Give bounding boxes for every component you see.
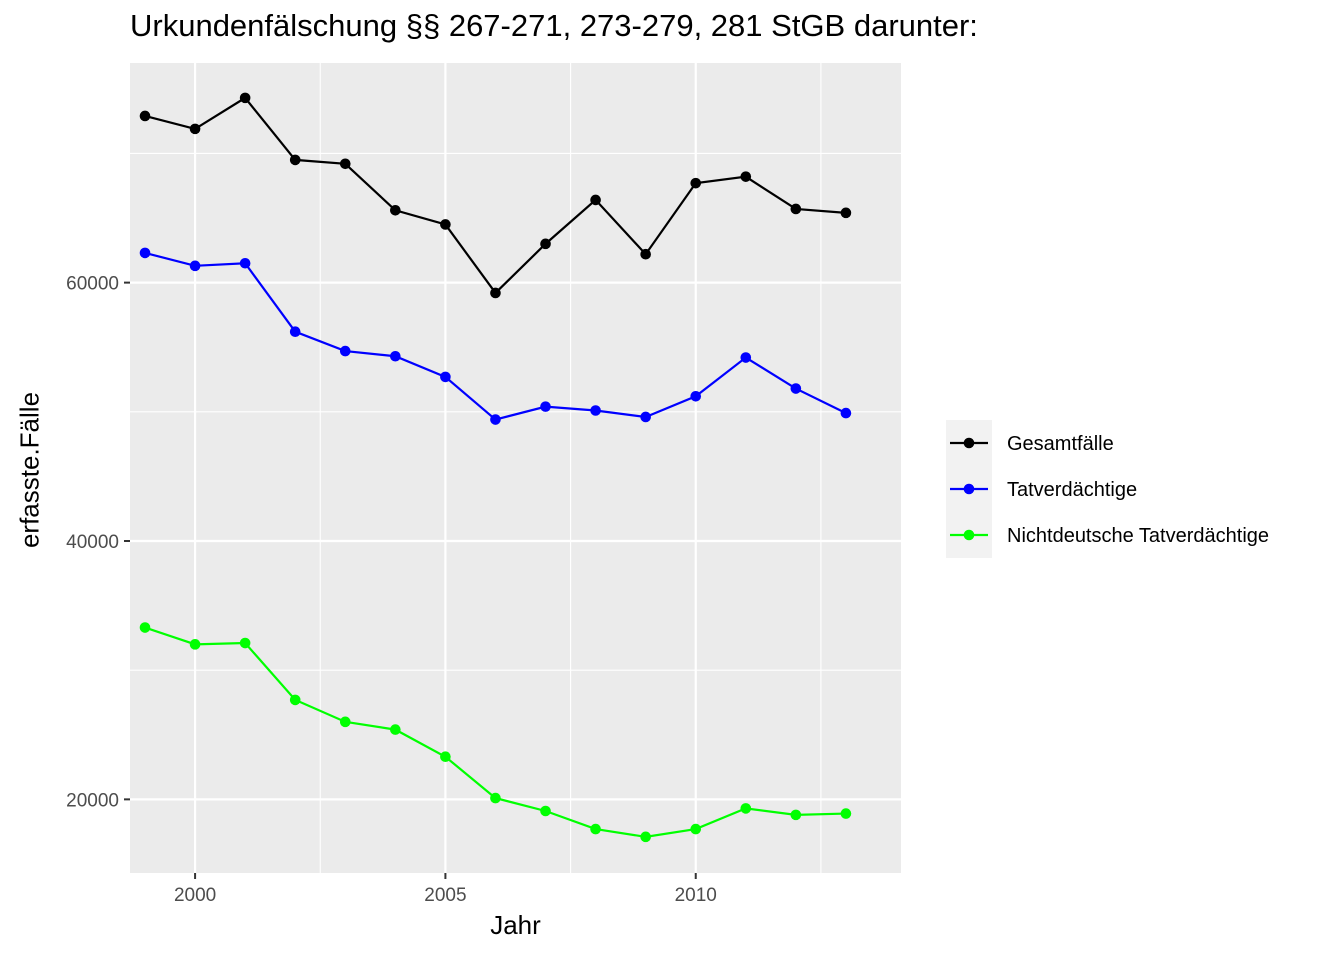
data-point [139, 622, 151, 633]
data-point [790, 809, 802, 821]
x-tick-label: 2005 [424, 885, 466, 906]
x-tick-label: 2000 [174, 885, 216, 906]
data-point [690, 823, 702, 835]
data-point [239, 92, 251, 104]
data-point [640, 248, 651, 260]
data-point [239, 637, 251, 649]
data-point [440, 219, 451, 230]
legend-key-point [963, 437, 975, 449]
data-point [840, 207, 852, 219]
data-point [339, 716, 351, 728]
data-point [139, 110, 151, 122]
y-axis-label: erfasste.Fälle [14, 391, 45, 549]
data-point [740, 352, 752, 363]
data-point [289, 326, 301, 338]
data-point [590, 823, 601, 835]
y-tick-label: 60000 [66, 274, 119, 295]
data-point [490, 287, 501, 299]
data-point [540, 805, 551, 817]
data-point [590, 194, 601, 206]
y-tick-label: 40000 [66, 532, 119, 553]
data-point [540, 238, 551, 250]
data-point [390, 350, 401, 362]
data-point [790, 203, 802, 215]
data-point [690, 177, 702, 189]
y-tick-label: 20000 [66, 790, 119, 811]
data-point [790, 383, 802, 394]
data-point [339, 345, 351, 357]
data-point [490, 414, 501, 425]
data-point [740, 171, 752, 182]
data-point [690, 391, 702, 402]
data-point [390, 204, 401, 216]
data-point [390, 724, 401, 735]
x-axis-label: Jahr [490, 910, 541, 940]
legend-key-point [963, 529, 975, 541]
data-point [640, 831, 651, 843]
data-point [339, 158, 351, 170]
data-point [840, 407, 852, 419]
data-point [189, 260, 201, 272]
data-point [189, 123, 201, 135]
data-point [840, 808, 852, 819]
chart-title: Urkundenfälschung §§ 267-271, 273-279, 2… [130, 8, 978, 43]
data-point [289, 154, 301, 166]
data-point [590, 405, 601, 416]
data-point [440, 751, 451, 763]
legend-label: Tatverdächtige [1007, 479, 1137, 501]
data-point [289, 694, 301, 706]
data-point [740, 803, 752, 814]
data-point [139, 247, 151, 259]
data-point [540, 401, 551, 412]
data-point [239, 257, 251, 269]
plot-panel [130, 63, 901, 873]
legend-label: Nichtdeutsche Tatverdächtige [1007, 525, 1269, 547]
legend-label: Gesamtfälle [1007, 433, 1114, 455]
x-tick-label: 2010 [675, 885, 717, 906]
data-point [189, 639, 201, 650]
data-point [640, 411, 651, 423]
legend-key-point [963, 483, 975, 495]
data-point [440, 371, 451, 383]
data-point [490, 792, 501, 804]
